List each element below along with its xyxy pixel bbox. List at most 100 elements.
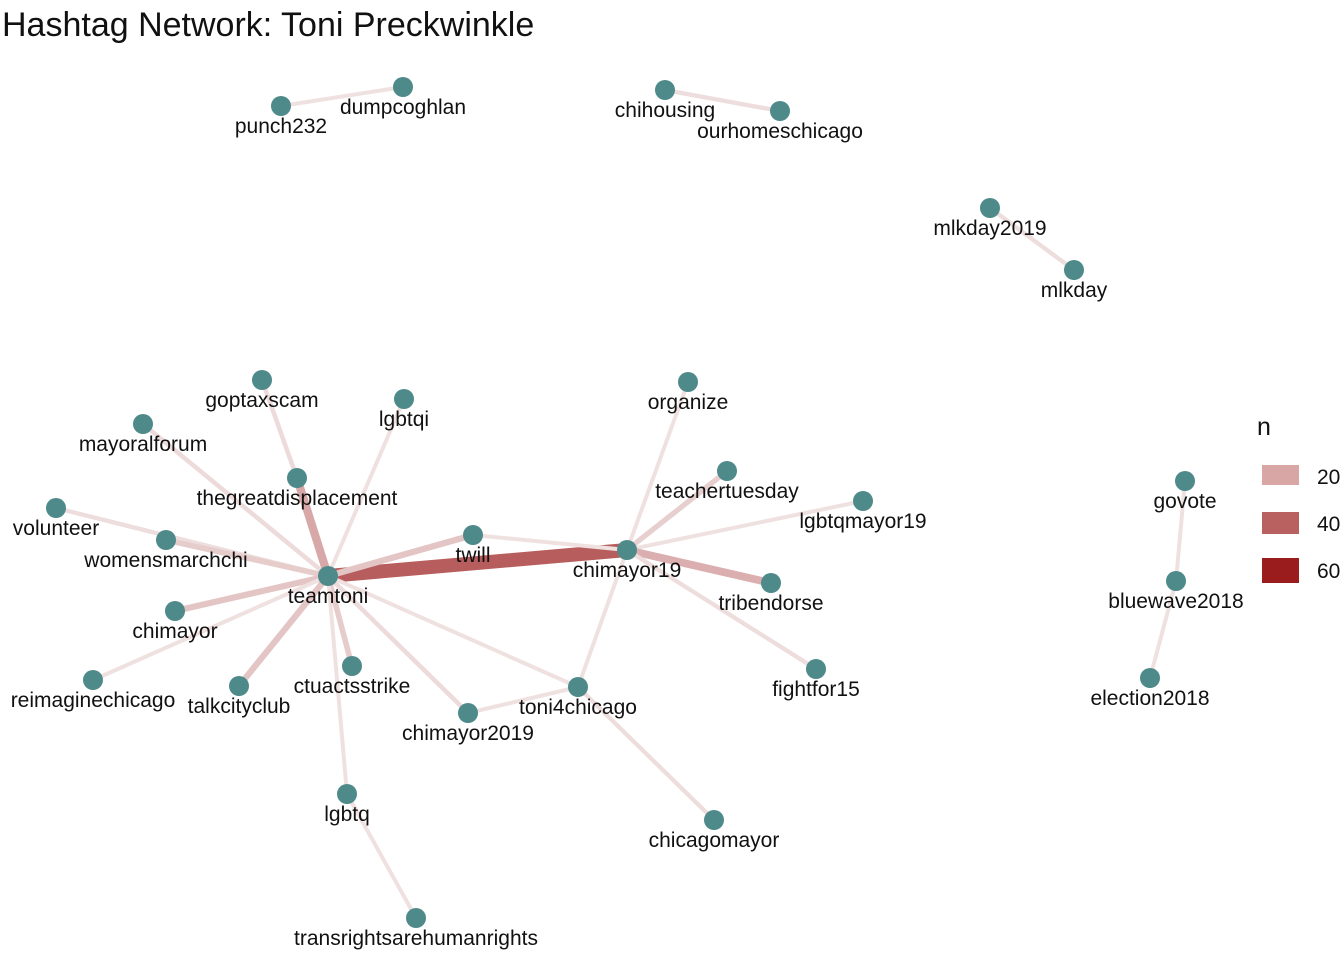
edge-chimayor19-teachertuesday — [625, 468, 729, 553]
edge-teamtoni-thegreatdisplacement — [293, 476, 332, 578]
network-labels: punch232 dumpcoghlan chihousingourhomeschi… — [11, 96, 1244, 950]
edge-thegreatdisplacement-goptaxscam — [259, 379, 300, 479]
node-label-election2018: election2018 — [1090, 687, 1209, 710]
edge-teamtoni-chimayor19 — [327, 543, 628, 583]
legend-title: n — [1257, 413, 1271, 441]
node-ourhomeschicago — [770, 101, 790, 121]
node-label-chicagomayor: chicagomayor — [649, 829, 780, 852]
node-label-dumpcoghlan: dumpcoghlan — [340, 96, 466, 119]
edge-teamtoni-reimaginechicago — [92, 574, 329, 682]
node-organize — [678, 372, 698, 392]
edge-chimayor19-organize — [625, 381, 690, 551]
node-label-chimayor2019: chimayor2019 — [402, 722, 534, 745]
node-goptaxscam — [252, 370, 272, 390]
edge-toni4chicago-chicagomayor — [576, 685, 716, 822]
node-fightfor15 — [806, 659, 826, 679]
node-label-reimaginechicago: reimaginechicago — [11, 689, 176, 712]
edge-teamtoni-ctuactsstrike — [325, 575, 355, 667]
node-chicagomayor — [704, 810, 724, 830]
edge-teamtoni-toni4chicago — [327, 574, 579, 689]
edge-teamtoni-chimayor2019 — [326, 574, 470, 715]
node-reimaginechicago — [83, 670, 103, 690]
node-label-tribendorse: tribendorse — [718, 592, 823, 615]
node-label-lgbtq: lgbtq — [324, 803, 370, 826]
edge-chimayor19-fightfor15 — [625, 548, 818, 671]
node-label-chimayor19: chimayor19 — [573, 559, 682, 582]
edge-bluewave2018-election2018 — [1148, 580, 1178, 679]
node-label-lgbtqmayor19: lgbtqmayor19 — [799, 510, 926, 533]
node-label-ctuactsstrike: ctuactsstrike — [294, 675, 411, 698]
edge-chimayor19-tribendorse — [626, 546, 772, 587]
edge-govote-bluewave2018 — [1174, 480, 1187, 582]
edge-teamtoni-womensmarchchi — [165, 537, 329, 579]
node-dumpcoghlan — [393, 77, 413, 97]
legend-label-40: 40 — [1317, 513, 1340, 536]
node-toni4chicago — [568, 677, 588, 697]
node-label-twill: twill — [456, 544, 491, 567]
node-label-transrightsarehumanrights: transrightsarehumanrights — [294, 927, 538, 950]
node-label-mayoralforum: mayoralforum — [79, 433, 207, 456]
node-mayoralforum — [133, 414, 153, 434]
node-label-volunteer: volunteer — [13, 517, 99, 540]
node-label-organize: organize — [648, 391, 729, 414]
network-nodes — [46, 77, 1195, 928]
edge-teamtoni-lgbtq — [326, 575, 349, 795]
node-ctuactsstrike — [342, 656, 362, 676]
node-volunteer — [46, 498, 66, 518]
node-label-goptaxscam: goptaxscam — [205, 389, 318, 412]
node-womensmarchchi — [156, 530, 176, 550]
node-label-mlkday: mlkday — [1041, 279, 1108, 302]
edge-twill-chimayor19 — [472, 533, 628, 552]
legend-swatch-60 — [1262, 558, 1299, 583]
edge-teamtoni-talkcityclub — [236, 574, 331, 688]
legend-label-60: 60 — [1317, 560, 1340, 583]
node-mlkday — [1064, 260, 1084, 280]
node-label-lgbtqi: lgbtqi — [379, 408, 429, 431]
node-lgbtqi — [394, 389, 414, 409]
legend: n 20 40 60 — [1257, 413, 1340, 583]
node-label-ourhomeschicago: ourhomeschicago — [697, 120, 863, 143]
node-punch232 — [271, 96, 291, 116]
edge-punch232-dumpcoghlan — [280, 85, 404, 108]
node-lgbtqmayor19 — [853, 491, 873, 511]
edge-mlkday2019-mlkday — [988, 206, 1076, 272]
node-chimayor2019 — [458, 703, 478, 723]
node-label-talkcityclub: talkcityclub — [188, 695, 291, 718]
legend-swatch-20 — [1262, 465, 1299, 485]
node-tribendorse — [761, 573, 781, 593]
edge-chimayor19-lgbtqmayor19 — [626, 499, 864, 552]
page-title: Hashtag Network: Toni Preckwinkle — [2, 6, 535, 44]
node-teamtoni — [318, 566, 338, 586]
edge-teamtoni-twill — [327, 532, 474, 579]
edge-lgbtq-transrightsarehumanrights — [345, 793, 418, 919]
node-twill — [463, 525, 483, 545]
node-mlkday2019 — [980, 198, 1000, 218]
node-transrightsarehumanrights — [406, 908, 426, 928]
node-label-toni4chicago: toni4chicago — [519, 696, 637, 719]
edge-teamtoni-chimayor — [174, 572, 329, 615]
node-label-thegreatdisplacement: thegreatdisplacement — [197, 487, 398, 510]
node-label-chimayor: chimayor — [132, 620, 217, 643]
network-edges — [55, 85, 1187, 919]
node-election2018 — [1140, 668, 1160, 688]
edge-toni4chicago-chimayor2019 — [467, 685, 579, 715]
node-label-teamtoni: teamtoni — [288, 585, 369, 608]
node-chimayor — [165, 601, 185, 621]
node-label-fightfor15: fightfor15 — [772, 678, 860, 701]
legend-swatch-40 — [1262, 512, 1299, 534]
node-label-bluewave2018: bluewave2018 — [1108, 590, 1243, 613]
edge-chimayor19-toni4chicago — [576, 549, 629, 688]
legend-label-20: 20 — [1317, 466, 1340, 489]
edge-teamtoni-lgbtqi — [326, 398, 406, 577]
node-govote — [1175, 471, 1195, 491]
node-label-womensmarchchi: womensmarchchi — [83, 549, 247, 572]
node-talkcityclub — [229, 676, 249, 696]
node-lgbtq — [337, 784, 357, 804]
node-label-teachertuesday: teachertuesday — [655, 480, 799, 503]
edge-teamtoni-mayoralforum — [141, 422, 330, 578]
node-chihousing — [655, 80, 675, 100]
node-chimayor19 — [617, 540, 637, 560]
edge-chihousing-ourhomeschicago — [664, 87, 781, 114]
node-bluewave2018 — [1166, 571, 1186, 591]
